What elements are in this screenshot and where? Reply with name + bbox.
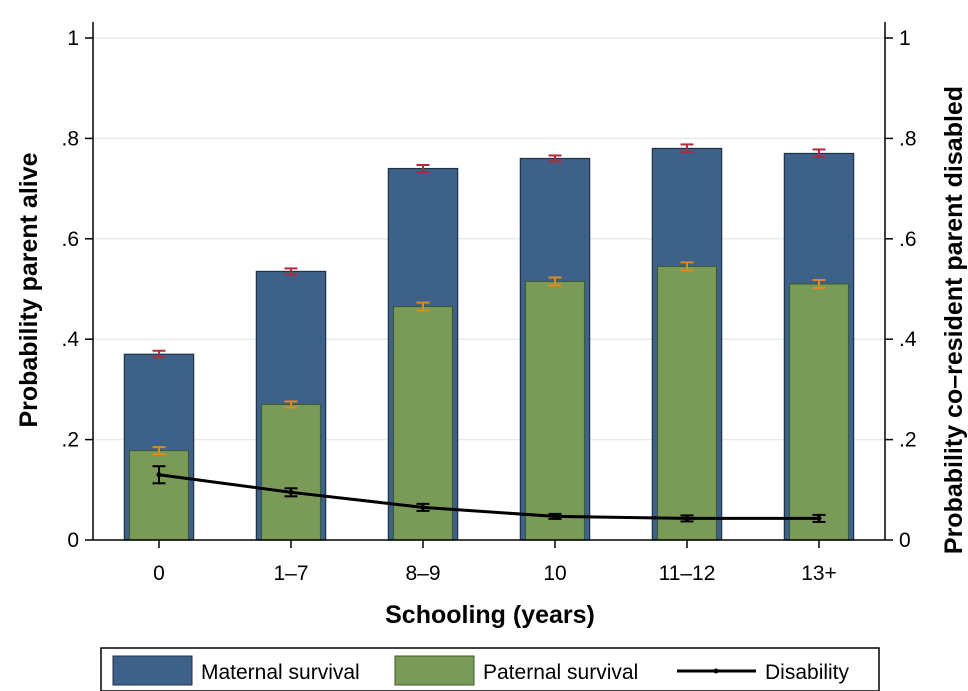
bar-paternal-4	[657, 265, 717, 541]
y-tick-label-left-0: 0	[67, 529, 79, 552]
legend-box	[100, 647, 880, 691]
point-disability-5	[816, 515, 822, 521]
y-tick-label-right-1: .2	[899, 429, 917, 452]
point-disability-0	[156, 472, 162, 478]
y-tick-label-right-4: .8	[899, 127, 917, 150]
point-disability-2	[420, 504, 426, 510]
y-tick-label-left-2: .4	[61, 328, 79, 351]
paternal-bars	[129, 265, 849, 541]
legend-swatch-paternal	[394, 655, 475, 686]
disability-series-line	[158, 473, 819, 520]
y-tick-label-right-2: .4	[899, 328, 917, 351]
legend-label-maternal: Maternal survival	[201, 661, 360, 684]
x-tick-label-0: 0	[153, 562, 165, 585]
gridlines	[93, 37, 885, 441]
point-disability-4	[684, 515, 690, 521]
x-tick-label-2: 8–9	[405, 562, 440, 585]
disability-line	[152, 465, 826, 523]
axes: 0 0.2.2.4.4.6.6.8.81 10 1–7 8–9 10 11–12 13+	[61, 22, 917, 585]
bar-paternal-0	[129, 450, 189, 541]
legend-swatch-maternal	[112, 655, 193, 686]
x-axis-title: Schooling (years)	[385, 601, 595, 629]
x-tick-label-1: 1–7	[273, 562, 308, 585]
y-tick-label-right-3: .6	[899, 228, 917, 251]
y-tick-label-left-5: 1	[67, 27, 79, 50]
y-tick-label-left-3: .6	[61, 228, 79, 251]
x-tick-label-5: 13+	[801, 562, 837, 585]
error-bars	[152, 143, 826, 456]
bar-paternal-1	[261, 403, 321, 541]
x-tick-label-3: 10	[543, 562, 566, 585]
point-disability-1	[288, 489, 294, 495]
legend: Maternal survival Paternal survival Disa…	[100, 647, 880, 691]
y-tick-label-right-0: 0	[899, 529, 911, 552]
y-tick-label-left-4: .8	[61, 127, 79, 150]
legend-label-paternal: Paternal survival	[483, 661, 638, 684]
legend-marker-disability	[713, 668, 719, 674]
bar-paternal-5	[789, 283, 849, 541]
bar-paternal-3	[525, 280, 585, 541]
y-tick-label-left-1: .2	[61, 429, 79, 452]
point-disability-3	[552, 513, 558, 519]
y-axis-title: Probability parent alive	[15, 152, 43, 427]
legend-label-disability: Disability	[765, 661, 850, 684]
x-tick-label-4: 11–12	[659, 562, 716, 585]
y-tick-label-right-5: 1	[899, 27, 911, 50]
y2-axis-title: Probability co–resident parent disabled	[940, 86, 968, 554]
